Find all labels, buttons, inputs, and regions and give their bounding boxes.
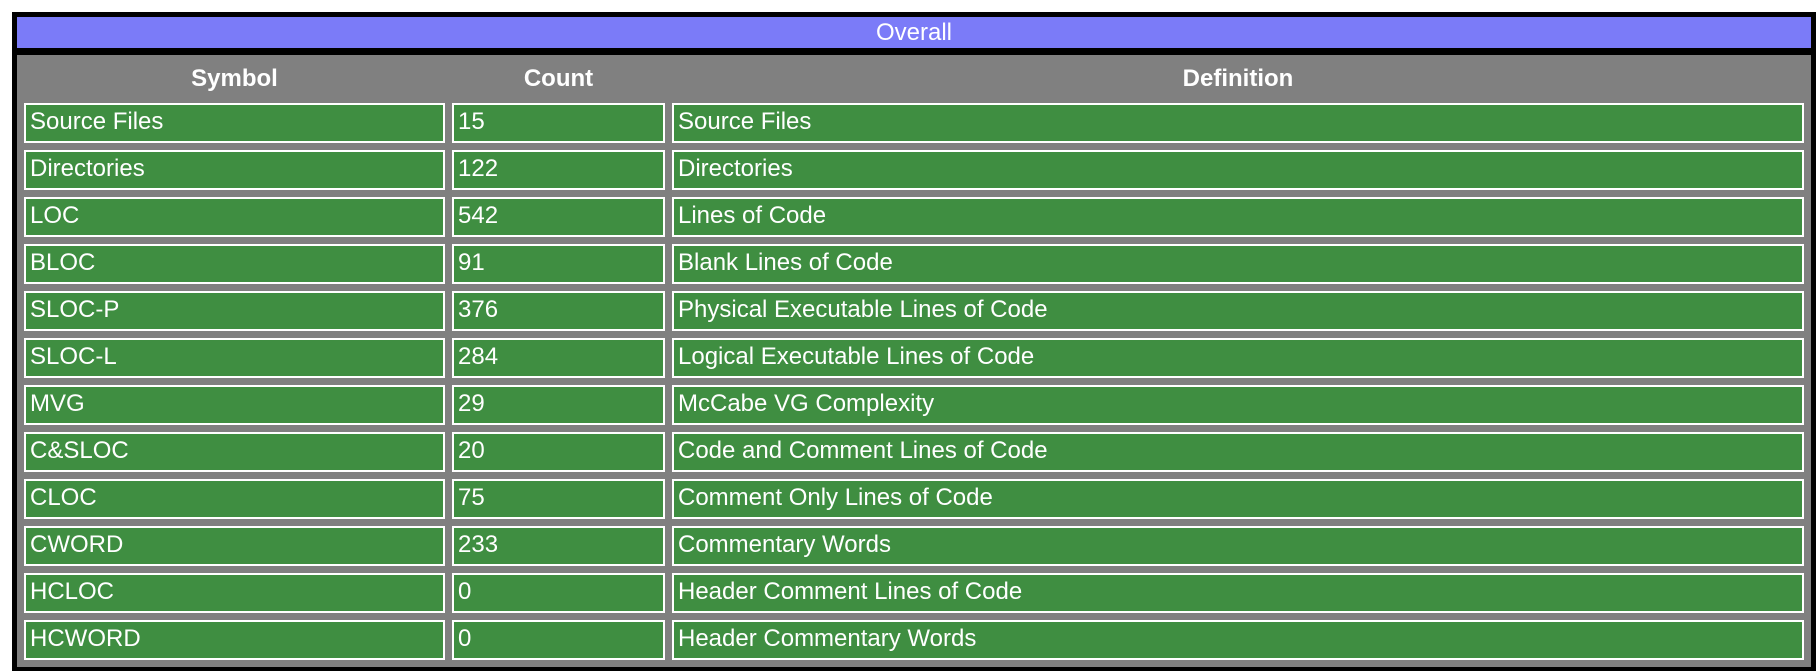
symbol-cell: MVG: [24, 385, 445, 425]
table-row: MVG 29 McCabe VG Complexity: [24, 385, 1804, 425]
count-cell: 122: [452, 150, 665, 190]
symbol-cell: LOC: [24, 197, 445, 237]
symbol-cell: HCWORD: [24, 620, 445, 660]
count-cell: 20: [452, 432, 665, 472]
table-row: SLOC-L 284 Logical Executable Lines of C…: [24, 338, 1804, 378]
table-row: Source Files 15 Source Files: [24, 103, 1804, 143]
table-row: LOC 542 Lines of Code: [24, 197, 1804, 237]
symbol-cell: SLOC-L: [24, 338, 445, 378]
symbol-cell: BLOC: [24, 244, 445, 284]
table-row: CLOC 75 Comment Only Lines of Code: [24, 479, 1804, 519]
symbol-cell: Directories: [24, 150, 445, 190]
table-row: BLOC 91 Blank Lines of Code: [24, 244, 1804, 284]
definition-cell: Code and Comment Lines of Code: [672, 432, 1804, 472]
count-cell: 376: [452, 291, 665, 331]
definition-cell: Directories: [672, 150, 1804, 190]
table-row: Directories 122 Directories: [24, 150, 1804, 190]
definition-cell: McCabe VG Complexity: [672, 385, 1804, 425]
count-cell: 284: [452, 338, 665, 378]
count-cell: 15: [452, 103, 665, 143]
definition-cell: Lines of Code: [672, 197, 1804, 237]
page-title: Overall: [17, 17, 1811, 48]
definition-cell: Logical Executable Lines of Code: [672, 338, 1804, 378]
column-header-count: Count: [523, 65, 594, 92]
table-row: HCLOC 0 Header Comment Lines of Code: [24, 573, 1804, 613]
metrics-table: Symbol Count Definition Source Files 15 …: [17, 55, 1811, 667]
count-cell: 75: [452, 479, 665, 519]
symbol-cell: C&SLOC: [24, 432, 445, 472]
symbol-cell: CWORD: [24, 526, 445, 566]
report-frame: Overall Symbol Count Definition Source F…: [12, 12, 1816, 671]
table-row: CWORD 233 Commentary Words: [24, 526, 1804, 566]
table-header-row: Symbol Count Definition: [24, 62, 1804, 96]
count-cell: 0: [452, 620, 665, 660]
definition-cell: Source Files: [672, 103, 1804, 143]
definition-cell: Physical Executable Lines of Code: [672, 291, 1804, 331]
definition-cell: Commentary Words: [672, 526, 1804, 566]
table-row: SLOC-P 376 Physical Executable Lines of …: [24, 291, 1804, 331]
definition-cell: Header Comment Lines of Code: [672, 573, 1804, 613]
column-header-definition: Definition: [1182, 65, 1294, 92]
table-row: HCWORD 0 Header Commentary Words: [24, 620, 1804, 660]
column-header-symbol: Symbol: [191, 65, 278, 92]
definition-cell: Header Commentary Words: [672, 620, 1804, 660]
count-cell: 542: [452, 197, 665, 237]
definition-cell: Comment Only Lines of Code: [672, 479, 1804, 519]
table-row: C&SLOC 20 Code and Comment Lines of Code: [24, 432, 1804, 472]
symbol-cell: CLOC: [24, 479, 445, 519]
count-cell: 91: [452, 244, 665, 284]
count-cell: 29: [452, 385, 665, 425]
count-cell: 233: [452, 526, 665, 566]
symbol-cell: HCLOC: [24, 573, 445, 613]
symbol-cell: Source Files: [24, 103, 445, 143]
count-cell: 0: [452, 573, 665, 613]
table-body: Source Files 15 Source Files Directories…: [24, 103, 1804, 660]
symbol-cell: SLOC-P: [24, 291, 445, 331]
definition-cell: Blank Lines of Code: [672, 244, 1804, 284]
